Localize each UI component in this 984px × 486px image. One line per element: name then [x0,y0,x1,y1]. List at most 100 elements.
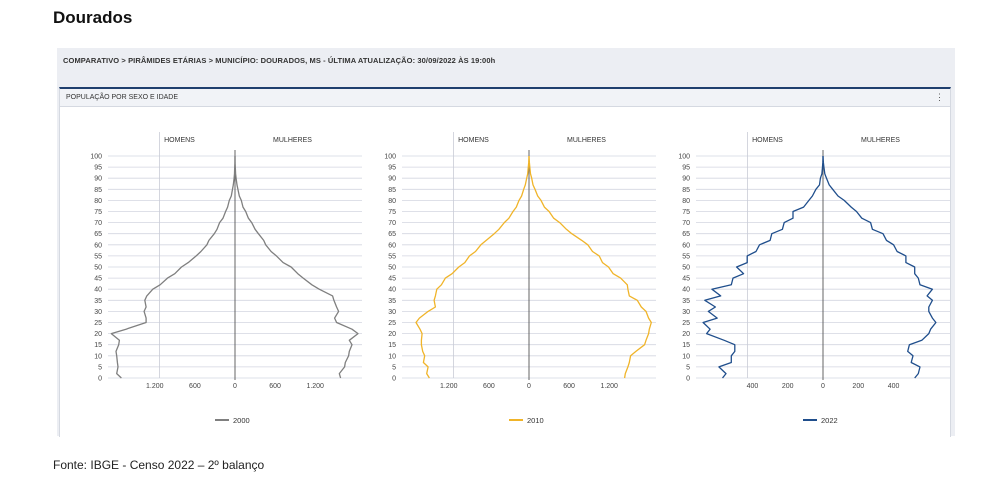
pyramid-chart-2000: 0 5 10 15 20 25 30 35 40 45 50 55 60 65 70 75 80 85 90 95 10… [90,132,362,425]
y-tick-label: 5 [392,364,396,371]
panel-menu-icon[interactable]: ⋮ [935,92,944,102]
mulheres-label: MULHERES [567,137,606,144]
y-tick-label: 60 [682,242,690,249]
y-tick-label: 5 [98,364,102,371]
y-tick-label: 30 [388,309,396,316]
x-tick-label: 600 [483,383,495,390]
pyramid-chart-2022: 0 5 10 15 20 25 30 35 40 45 50 55 60 65 70 75 80 85 90 95 10… [678,132,950,425]
y-tick-label: 70 [388,220,396,227]
y-tick-label: 50 [682,265,690,272]
y-tick-label: 80 [682,198,690,205]
y-tick-label: 50 [94,265,102,272]
y-tick-label: 65 [388,231,396,238]
y-tick-label: 0 [686,376,690,383]
y-tick-label: 35 [94,298,102,305]
y-tick-label: 80 [94,198,102,205]
y-tick-label: 45 [682,276,690,283]
y-tick-label: 35 [682,298,690,305]
y-tick-label: 90 [388,176,396,183]
y-tick-label: 10 [94,353,102,360]
x-tick-label: 200 [852,383,864,390]
y-tick-label: 40 [388,287,396,294]
x-tick-label: 400 [747,383,759,390]
y-tick-label: 50 [388,265,396,272]
x-tick-label: 0 [527,383,531,390]
y-tick-label: 85 [388,187,396,194]
y-tick-label: 80 [388,198,396,205]
y-tick-label: 95 [388,165,396,172]
homens-label: HOMENS [458,137,489,144]
y-tick-label: 20 [388,331,396,338]
x-tick-label: 1.200 [600,383,618,390]
x-tick-label: 1.200 [146,383,164,390]
women-series-line [528,155,652,379]
chart-panel: POPULAÇÃO POR SEXO E IDADE ⋮ [59,87,951,437]
mulheres-label: MULHERES [273,137,312,144]
legend-label: 2010 [527,416,544,425]
y-tick-label: 100 [90,154,102,161]
x-tick-label: 200 [782,383,794,390]
women-series-line [234,155,359,379]
x-tick-label: 600 [189,383,201,390]
y-tick-label: 0 [392,376,396,383]
x-tick-label: 1.200 [440,383,458,390]
source-note: Fonte: IBGE - Censo 2022 – 2º balanço [53,458,265,472]
y-tick-label: 100 [678,154,690,161]
women-series-line [822,155,937,379]
men-series-line [415,155,530,379]
y-tick-label: 45 [388,276,396,283]
panel-title: POPULAÇÃO POR SEXO E IDADE [66,94,179,101]
y-tick-label: 25 [94,320,102,327]
y-tick-label: 10 [388,353,396,360]
y-tick-label: 0 [98,376,102,383]
y-tick-label: 60 [94,242,102,249]
y-tick-label: 75 [388,209,396,216]
y-tick-label: 10 [682,353,690,360]
y-tick-label: 85 [94,187,102,194]
y-tick-label: 5 [686,364,690,371]
y-tick-label: 30 [682,309,690,316]
x-tick-label: 600 [563,383,575,390]
homens-label: HOMENS [164,137,195,144]
y-tick-label: 15 [682,342,690,349]
y-tick-label: 90 [94,176,102,183]
y-tick-label: 40 [94,287,102,294]
y-tick-label: 25 [388,320,396,327]
page-title: Dourados [53,8,133,27]
legend-label: 2022 [821,416,838,425]
men-series-line [110,155,236,379]
y-tick-label: 65 [682,231,690,238]
y-tick-label: 20 [94,331,102,338]
x-tick-label: 0 [233,383,237,390]
x-tick-label: 400 [888,383,900,390]
y-tick-label: 70 [682,220,690,227]
y-tick-label: 75 [682,209,690,216]
y-tick-label: 55 [388,253,396,260]
y-tick-label: 15 [388,342,396,349]
y-tick-label: 45 [94,276,102,283]
y-tick-label: 35 [388,298,396,305]
legend-label: 2000 [233,416,250,425]
y-tick-label: 65 [94,231,102,238]
y-tick-label: 85 [682,187,690,194]
pyramid-chart-2010: 0 5 10 15 20 25 30 35 40 45 50 55 60 65 70 75 80 85 90 95 10… [384,132,656,425]
y-tick-label: 95 [94,165,102,172]
mulheres-label: MULHERES [861,137,900,144]
y-tick-label: 20 [682,331,690,338]
y-tick-label: 90 [682,176,690,183]
men-series-line [702,155,824,379]
x-tick-label: 600 [269,383,281,390]
y-tick-label: 55 [94,253,102,260]
y-tick-label: 30 [94,309,102,316]
y-tick-label: 70 [94,220,102,227]
x-tick-label: 0 [821,383,825,390]
x-tick-label: 1.200 [306,383,324,390]
breadcrumb: COMPARATIVO > PIRÂMIDES ETÁRIAS > MUNICÍ… [63,56,496,65]
y-tick-label: 40 [682,287,690,294]
y-tick-label: 60 [388,242,396,249]
y-tick-label: 15 [94,342,102,349]
y-tick-label: 75 [94,209,102,216]
y-tick-label: 55 [682,253,690,260]
homens-label: HOMENS [752,137,783,144]
panel-header: POPULAÇÃO POR SEXO E IDADE ⋮ [60,89,950,107]
